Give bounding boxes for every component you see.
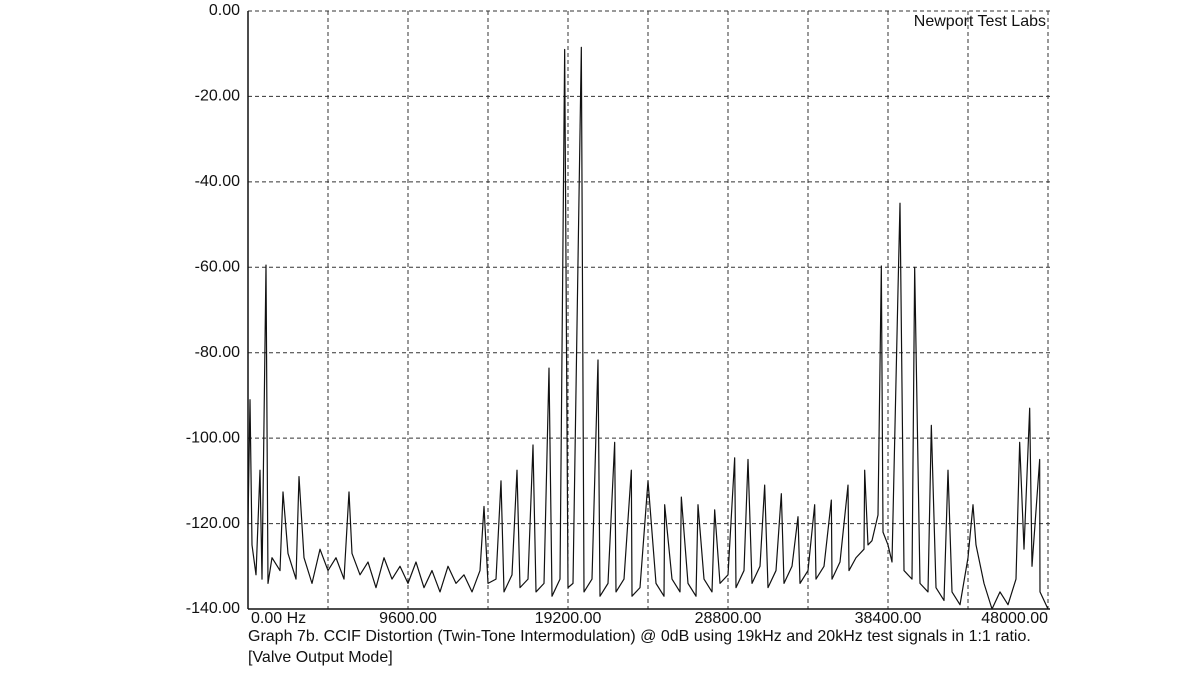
y-tick-label: -100.00 <box>186 429 240 446</box>
y-tick-label: -140.00 <box>186 600 240 617</box>
y-tick-label: -40.00 <box>195 173 240 190</box>
x-tick-label: 0.00 Hz <box>251 610 306 627</box>
x-tick-label: 19200.00 <box>535 610 602 627</box>
y-tick-label: -60.00 <box>195 259 240 276</box>
y-tick-label: -80.00 <box>195 344 240 361</box>
y-tick-label: 0.00 <box>209 2 240 19</box>
y-tick-label: -20.00 <box>195 88 240 105</box>
spectrum-line <box>247 46 1049 610</box>
y-tick-label: -120.00 <box>186 515 240 532</box>
caption: Graph 7b. CCIF Distortion (Twin-Tone Int… <box>248 628 1031 666</box>
x-tick-label: 28800.00 <box>695 610 762 627</box>
annotation: Newport Test Labs <box>914 13 1046 30</box>
x-tick-label: 48000.00 <box>981 610 1048 627</box>
x-tick-label: 38400.00 <box>855 610 922 627</box>
x-tick-label: 9600.00 <box>379 610 437 627</box>
